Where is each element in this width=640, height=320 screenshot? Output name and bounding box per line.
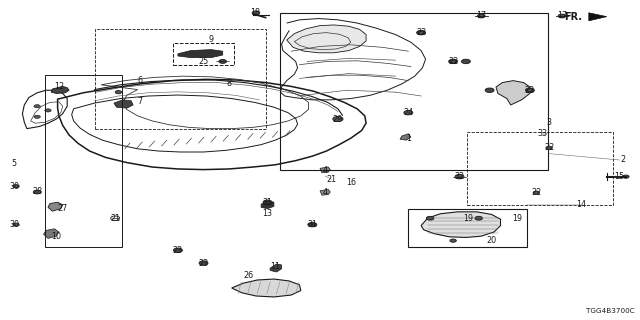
Circle shape (173, 248, 182, 252)
Polygon shape (320, 189, 330, 195)
Text: 20: 20 (486, 236, 497, 245)
Polygon shape (48, 202, 63, 211)
Text: 23: 23 (173, 246, 183, 255)
Polygon shape (44, 229, 59, 238)
Circle shape (199, 261, 208, 265)
Text: 24: 24 (403, 108, 413, 117)
Polygon shape (320, 167, 330, 173)
Bar (45, 75, 122, 247)
Circle shape (461, 59, 470, 64)
Bar (408, 209, 527, 247)
Text: 13: 13 (262, 209, 273, 218)
Circle shape (525, 88, 534, 92)
Circle shape (34, 105, 40, 108)
Polygon shape (51, 86, 69, 93)
Text: 30: 30 (9, 220, 19, 229)
Text: 5: 5 (12, 159, 17, 168)
Circle shape (418, 31, 424, 34)
Circle shape (533, 191, 540, 194)
Circle shape (115, 91, 122, 94)
Text: 1: 1 (406, 134, 411, 143)
Circle shape (426, 216, 434, 220)
Text: 31: 31 (307, 220, 317, 229)
Text: 25: 25 (198, 57, 209, 66)
Text: 4: 4 (323, 188, 328, 197)
Text: 31: 31 (262, 198, 273, 207)
Circle shape (404, 110, 413, 115)
Text: 17: 17 (557, 11, 567, 20)
Text: 10: 10 (51, 232, 61, 241)
Text: 18: 18 (250, 8, 260, 17)
Polygon shape (287, 25, 366, 53)
Text: 19: 19 (463, 214, 474, 223)
Circle shape (527, 89, 533, 92)
Text: 3: 3 (547, 118, 552, 127)
Text: 7: 7 (137, 97, 142, 106)
Circle shape (263, 200, 272, 204)
Circle shape (33, 190, 41, 194)
Text: 23: 23 (198, 259, 209, 268)
Text: 11: 11 (270, 262, 280, 271)
Circle shape (449, 59, 458, 64)
Text: 15: 15 (614, 172, 625, 181)
Text: 22: 22 (448, 57, 458, 66)
Text: TGG4B3700C: TGG4B3700C (586, 308, 635, 314)
Bar (467, 132, 613, 205)
Circle shape (558, 14, 566, 18)
Text: 21: 21 (110, 214, 120, 223)
Polygon shape (496, 81, 530, 105)
Text: 14: 14 (576, 200, 586, 209)
Circle shape (45, 109, 51, 112)
Text: 29: 29 (333, 115, 343, 124)
Circle shape (546, 146, 552, 149)
Circle shape (34, 115, 40, 118)
Polygon shape (400, 134, 411, 140)
Polygon shape (114, 100, 133, 108)
Text: FR.: FR. (564, 12, 582, 22)
Circle shape (252, 11, 260, 15)
Circle shape (219, 60, 227, 63)
Text: 33: 33 (538, 129, 548, 138)
Text: 22: 22 (544, 143, 554, 152)
Text: 16: 16 (346, 178, 356, 187)
Text: 30: 30 (9, 182, 19, 191)
Text: 2: 2 (620, 156, 625, 164)
Polygon shape (589, 13, 607, 21)
Text: 22: 22 (531, 188, 541, 197)
Polygon shape (421, 212, 500, 237)
Text: 17: 17 (476, 11, 486, 20)
Circle shape (417, 30, 426, 35)
Text: 4: 4 (323, 166, 328, 175)
Text: 27: 27 (58, 204, 68, 213)
Polygon shape (270, 264, 282, 272)
Text: 9: 9 (209, 35, 214, 44)
Circle shape (450, 60, 456, 63)
Text: 12: 12 (54, 82, 64, 91)
Bar (173, 43, 234, 65)
Text: 22: 22 (416, 28, 426, 37)
Circle shape (450, 239, 456, 242)
Circle shape (13, 223, 19, 226)
Polygon shape (232, 279, 301, 297)
Text: 6: 6 (137, 76, 142, 85)
Circle shape (485, 88, 494, 92)
Circle shape (623, 175, 629, 178)
Circle shape (13, 185, 19, 188)
Text: 21: 21 (326, 175, 337, 184)
Text: 8: 8 (227, 79, 232, 88)
Text: 19: 19 (512, 214, 522, 223)
Circle shape (477, 14, 485, 18)
Circle shape (333, 116, 343, 122)
Text: 28: 28 (32, 188, 42, 196)
Circle shape (475, 216, 483, 220)
Polygon shape (261, 201, 274, 209)
Circle shape (308, 222, 317, 227)
Polygon shape (178, 50, 223, 58)
Text: 32: 32 (454, 172, 465, 181)
Bar (95, 29, 266, 129)
Circle shape (455, 174, 464, 179)
Text: 26: 26 (243, 271, 253, 280)
Bar (280, 13, 548, 170)
Text: 22: 22 (525, 86, 535, 95)
